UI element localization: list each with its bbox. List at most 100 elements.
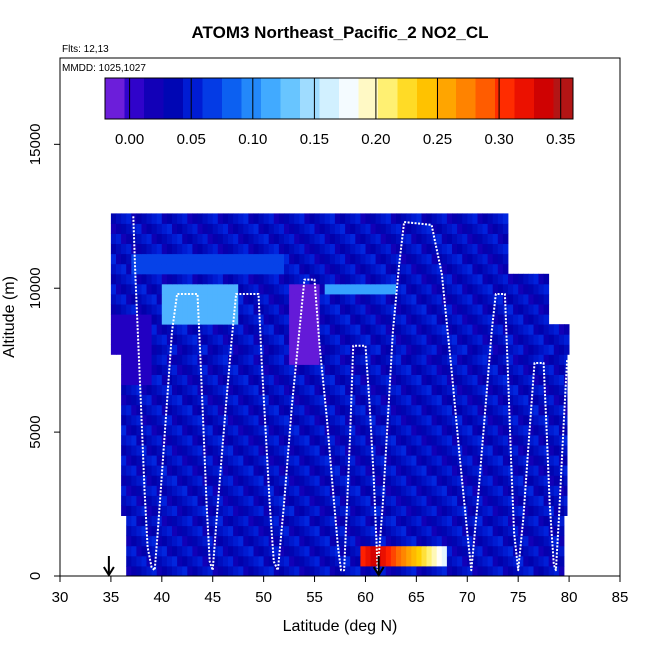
- heatmap-cell: [294, 455, 300, 466]
- heatmap-cell: [166, 465, 173, 476]
- heatmap-cell: [222, 495, 229, 506]
- heatmap-cell: [263, 364, 270, 375]
- heatmap-cell: [482, 505, 488, 516]
- heatmap-cell: [136, 495, 142, 506]
- heatmap-cell: [360, 495, 366, 506]
- heatmap-cell: [192, 515, 198, 527]
- heatmap-cell: [513, 394, 519, 406]
- heatmap-cell: [497, 495, 504, 506]
- heatmap-cell: [212, 394, 219, 406]
- heatmap-cell: [319, 535, 326, 547]
- heatmap-cell: [156, 243, 163, 255]
- heatmap-cell: [182, 515, 188, 527]
- heatmap-cell: [299, 545, 305, 557]
- heatmap-cell: [187, 344, 193, 355]
- heatmap-cell: [497, 445, 504, 456]
- heatmap-cell: [238, 294, 244, 305]
- heatmap-cell: [355, 213, 361, 224]
- heatmap-cell: [548, 485, 555, 496]
- heatmap-cell: [304, 465, 310, 476]
- heatmap-cell: [177, 545, 183, 557]
- heatmap-cell: [340, 445, 346, 456]
- heatmap-cell: [110, 314, 117, 325]
- heatmap-cell: [340, 475, 346, 486]
- heatmap-cell: [151, 545, 158, 557]
- heatmap-cell: [202, 213, 208, 224]
- heatmap-cell: [477, 535, 483, 547]
- heatmap-cell: [136, 354, 142, 365]
- heatmap-cell: [513, 565, 519, 577]
- arrow-markers: [103, 556, 385, 577]
- heatmap-cell: [324, 364, 331, 375]
- heatmap-cell: [253, 485, 259, 496]
- heatmap-cell: [197, 465, 203, 476]
- heatmap-cell: [431, 374, 438, 386]
- heatmap-cell: [278, 515, 285, 527]
- heatmap-cell: [533, 505, 539, 516]
- heatmap-cell: [253, 364, 259, 375]
- heatmap-cell: [126, 374, 132, 386]
- heatmap-cell: [299, 324, 305, 335]
- heatmap-cell: [528, 495, 534, 506]
- heatmap-cell: [253, 505, 259, 516]
- heatmap-cell: [396, 565, 402, 577]
- heatmap-cell: [268, 565, 275, 577]
- heatmap-cell: [492, 535, 499, 547]
- heatmap-cell: [365, 344, 371, 355]
- heatmap-cell: [558, 414, 565, 426]
- heatmap-cell: [334, 314, 341, 325]
- heatmap-cell: [161, 354, 168, 365]
- heatmap-cell: [452, 364, 458, 375]
- heatmap-cell: [528, 304, 534, 315]
- heatmap-cell: [477, 314, 483, 325]
- heatmap-cell: [329, 515, 336, 527]
- heatmap-cell: [497, 273, 504, 285]
- heatmap-cell: [355, 314, 361, 325]
- heatmap-cell: [294, 314, 300, 325]
- heatmap-cell: [329, 495, 336, 506]
- heatmap-cell: [390, 213, 397, 224]
- heatmap-cell: [396, 364, 402, 375]
- heatmap-cell: [151, 223, 158, 234]
- heatmap-cell: [370, 404, 376, 416]
- heatmap-cell: [502, 495, 509, 506]
- heatmap-cell: [533, 485, 539, 496]
- heatmap-cell: [523, 273, 529, 285]
- x-axis: 30 35 40 45 50 55 60 65 70 75 80 85: [52, 576, 628, 606]
- heatmap-cell: [533, 424, 539, 436]
- heatmap-cell: [273, 435, 280, 446]
- heatmap-cell: [156, 344, 163, 355]
- heatmap-cell: [340, 404, 346, 416]
- heatmap-cell: [355, 273, 361, 285]
- heatmap-cell: [467, 273, 473, 285]
- heatmap-cell: [202, 485, 208, 496]
- x-tick-label: 65: [408, 589, 425, 606]
- heatmap-cell: [334, 555, 341, 567]
- heatmap-cell: [406, 334, 412, 345]
- heatmap-cell: [284, 495, 290, 506]
- heatmap-cell: [360, 263, 366, 275]
- heatmap-cell: [324, 374, 331, 386]
- heatmap-cell: [299, 485, 305, 496]
- heatmap-cell: [416, 455, 422, 466]
- heatmap-cell: [375, 525, 382, 537]
- heatmap-cell: [131, 505, 137, 516]
- heatmap-cell: [533, 374, 539, 386]
- heatmap-cell: [212, 505, 219, 516]
- heatmap-cell: [462, 253, 468, 265]
- heatmap-cell: [222, 424, 229, 436]
- heatmap-cell: [228, 485, 234, 496]
- heatmap-cell: [436, 304, 443, 315]
- heatmap-cell: [441, 354, 448, 365]
- colorbar-segment: [475, 78, 496, 119]
- heatmap-cell: [513, 404, 519, 416]
- heatmap-cell: [161, 475, 168, 486]
- heatmap-cell: [172, 374, 178, 386]
- heatmap-cell: [172, 294, 178, 305]
- heatmap-cell: [446, 344, 453, 355]
- heatmap-cell: [131, 435, 137, 446]
- heatmap-cell: [401, 505, 407, 516]
- heatmap-cell: [452, 485, 458, 496]
- heatmap-cell: [248, 505, 254, 516]
- heatmap-cell: [472, 384, 478, 396]
